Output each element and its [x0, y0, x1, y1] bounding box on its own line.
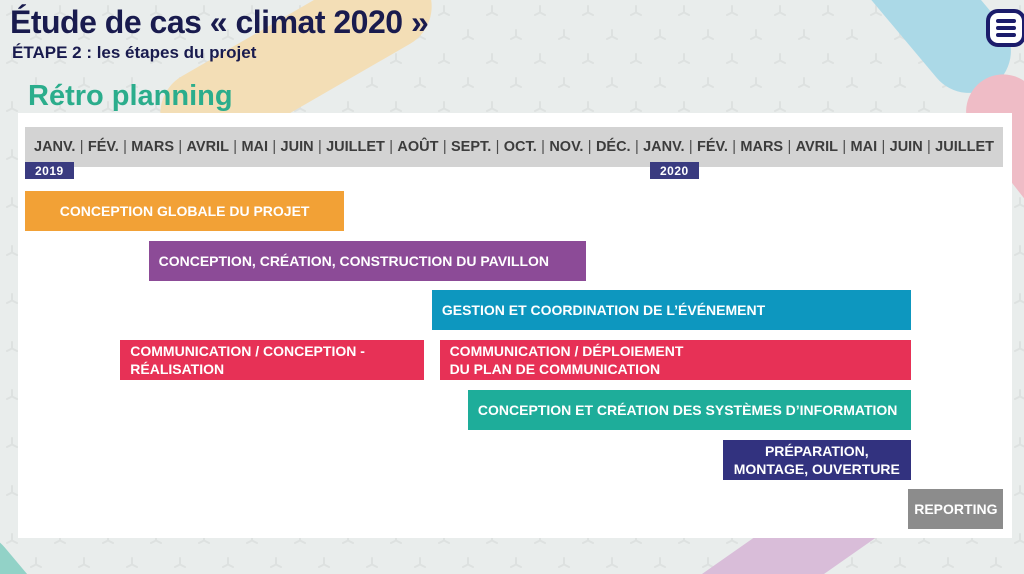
gantt-bar-label: CONCEPTION ET CRÉATION DES SYSTÈMES D’IN… — [477, 401, 898, 418]
gantt-bar: CONCEPTION ET CRÉATION DES SYSTÈMES D’IN… — [467, 389, 911, 430]
year-badge-2019: 2019 — [25, 162, 74, 179]
page-title: Étude de cas « climat 2020 » — [10, 4, 429, 40]
month-label: DÉC. — [595, 139, 631, 155]
month-label: NOV. — [549, 139, 584, 155]
gantt-bar: GESTION ET COORDINATION DE L’ÉVÉNEMENT — [431, 290, 911, 331]
month-separator: | — [927, 139, 931, 155]
month-label: JUILLET — [935, 139, 994, 155]
gantt-bar-label: REPORTING — [914, 501, 998, 518]
gantt-bar-label: CONCEPTION, CRÉATION, CONSTRUCTION DU PA… — [158, 252, 550, 269]
gantt-bar-label: PRÉPARATION, — [764, 442, 869, 459]
month-label: FÉV. — [696, 139, 728, 155]
gantt-bar-label: DU PLAN DE COMMUNICATION — [449, 361, 661, 378]
month-label: MAI — [241, 139, 269, 155]
month-label: SEPT. — [450, 139, 492, 155]
gantt-bar-label: GESTION ET COORDINATION DE L’ÉVÉNEMENT — [441, 302, 766, 319]
page-subtitle: ÉTAPE 2 : les étapes du projet — [12, 43, 257, 62]
month-label: AVRIL — [795, 139, 839, 155]
month-label: JANV. — [643, 139, 685, 155]
gantt-bar: PRÉPARATION, MONTAGE, OUVERTURE — [722, 439, 911, 480]
hamburger-icon — [996, 18, 1016, 23]
month-separator: | — [842, 139, 847, 155]
month-label: AOÛT — [397, 139, 439, 155]
month-label: JANV. — [34, 139, 76, 155]
month-separator: | — [634, 139, 639, 155]
gantt-bar-label: RÉALISATION — [130, 361, 225, 378]
month-label: OCT. — [503, 139, 537, 155]
month-separator: | — [587, 139, 592, 155]
month-separator: | — [541, 139, 545, 155]
month-label: FÉV. — [87, 139, 119, 155]
header: Étude de cas « climat 2020 » ÉTAPE 2 : l… — [10, 2, 429, 63]
month-label: JUILLET — [326, 139, 385, 155]
month-separator: | — [688, 139, 693, 155]
gantt-bar: CONCEPTION, CRÉATION, CONSTRUCTION DU PA… — [148, 240, 587, 281]
month-label: AVRIL — [186, 139, 229, 155]
month-separator: | — [787, 139, 792, 155]
gantt-bar-label: CONCEPTION GLOBALE DU PROJET — [59, 203, 310, 219]
gantt-bar-label: MONTAGE, OUVERTURE — [733, 460, 900, 477]
month-separator: | — [732, 139, 737, 155]
month-separator: | — [123, 139, 127, 155]
gantt-bar: COMMUNICATION / CONCEPTION - RÉALISATION — [120, 340, 425, 381]
gantt-bar: COMMUNICATION / DÉPLOIEMENT DU PLAN DE CO… — [439, 340, 911, 381]
month-separator: | — [881, 139, 886, 155]
section-title: Rétro planning — [28, 80, 233, 112]
month-separator: | — [442, 139, 447, 155]
month-separator: | — [79, 139, 84, 155]
month-separator: | — [233, 139, 238, 155]
month-separator: | — [495, 139, 500, 155]
year-badge-2020: 2020 — [650, 162, 699, 179]
gantt-bar-label: COMMUNICATION / DÉPLOIEMENT — [449, 343, 684, 360]
month-separator: | — [272, 139, 277, 155]
month-separator: | — [317, 139, 322, 155]
menu-button[interactable] — [986, 9, 1024, 47]
month-label: MARS — [131, 139, 174, 155]
month-separator: | — [178, 139, 183, 155]
month-separator: | — [389, 139, 394, 155]
month-label: MAI — [850, 139, 878, 155]
timeline-header: JANV. | FÉV. | MARS | AVRIL | MAI | JUIN | JUILLET | A… — [25, 127, 1003, 167]
gantt-bar: REPORTING — [908, 489, 1004, 530]
month-label: JUIN — [280, 139, 314, 155]
gantt-bar: CONCEPTION GLOBALE DU PROJET — [25, 191, 345, 231]
month-label: MARS — [740, 139, 784, 155]
gantt-bar-label: COMMUNICATION / CONCEPTION - — [130, 343, 365, 360]
gantt-panel: JANV. | FÉV. | MARS | AVRIL | MAI | JUIN | JUILLET | A… — [18, 113, 1012, 538]
month-label: JUIN — [889, 139, 923, 155]
